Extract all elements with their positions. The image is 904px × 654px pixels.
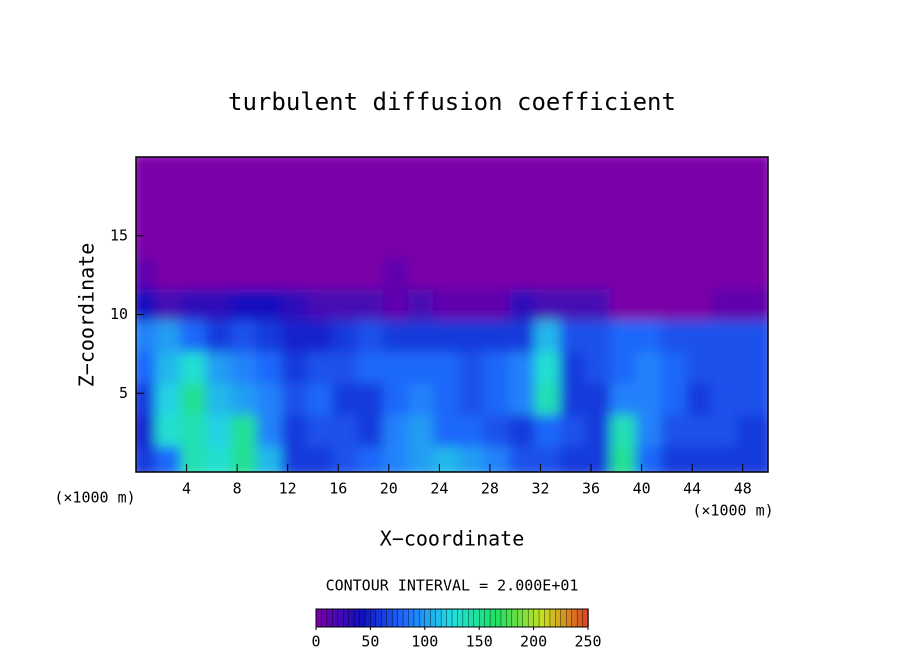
x-tick-label: 36 [582,480,600,498]
colorbar-tick-label: 150 [466,633,493,651]
y-tick-label: 15 [110,226,128,244]
colorbar-swatch [517,608,524,628]
x-tick-label: 40 [633,480,651,498]
colorbar-swatch [566,608,573,628]
colorbar-swatch [326,608,334,628]
colorbar-swatch [321,608,328,628]
field-cells [136,157,768,472]
y-tick-label: 5 [119,384,128,402]
colorbar-swatch [413,608,421,628]
colorbar-swatch [419,608,426,628]
x-tick-label: 8 [233,480,242,498]
colorbar-swatch [533,608,540,628]
colorbar-swatch [489,608,497,628]
colorbar-swatch [386,608,393,628]
colorbar-swatch [332,608,339,628]
colorbar-tick-label: 0 [311,633,320,651]
colorbar-swatch [555,608,562,628]
field [136,157,768,472]
colorbar-swatch [571,608,578,628]
colorbar-swatch [402,608,410,628]
colorbar-swatch [544,608,551,628]
colorbar-swatch [473,608,480,628]
y-axis-label: Z−coordinate [75,243,99,388]
colorbar-swatch [315,608,323,628]
colorbar-swatch [353,608,361,628]
y-tick-label: 10 [110,305,128,323]
colorbar-swatch [446,608,453,628]
x-tick-label: 48 [734,480,752,498]
colorbar-tick-label: 250 [574,633,601,651]
colorbar-swatch [500,608,508,628]
x-axis-label: X−coordinate [380,527,525,551]
colorbar-swatch [560,608,567,628]
colorbar-swatch [408,608,415,628]
colorbar-tick-label: 200 [520,633,547,651]
colorbar-swatch [549,608,557,628]
x-unit-label: (×1000 m) [692,502,773,520]
x-tick-label: 32 [531,480,549,498]
colorbar-swatch [484,608,491,628]
colorbar-swatch [430,608,437,628]
colorbar-swatch [359,608,366,628]
x-tick-label: 44 [683,480,701,498]
colorbar-swatch [424,608,431,628]
colorbar-swatch [397,608,404,628]
colorbar-tick-label: 50 [361,633,379,651]
x-tick-label: 28 [481,480,499,498]
field-cell [736,157,768,195]
colorbar-swatch [451,608,459,628]
colorbar-swatch [511,608,518,628]
x-tick-label: 12 [279,480,297,498]
colorbar-swatch [364,608,372,628]
colorbar-swatch [435,608,442,628]
colorbar-swatch [343,608,350,628]
colorbar-frame [315,608,589,628]
colorbar-swatch [495,608,502,628]
colorbar-swatch [576,608,584,628]
colorbar-swatch [381,608,388,628]
x-tick-label: 24 [430,480,448,498]
colorbar-swatch [440,608,448,628]
colorbar-swatch [527,608,535,628]
colorbar-swatch [348,608,355,628]
colorbar-swatch [522,608,529,628]
contour-note: CONTOUR INTERVAL = 2.000E+01 [326,577,579,595]
x-tick-label: 20 [380,480,398,498]
x-tick-label: 16 [329,480,347,498]
colorbar-swatch [375,608,382,628]
x-tick-label: 4 [182,480,191,498]
colorbar-tick-label: 100 [411,633,438,651]
colorbar-swatch [462,608,470,628]
y-unit-label: (×1000 m) [54,489,135,507]
colorbar-swatch [391,608,399,628]
colorbar-swatch [457,608,464,628]
colorbar-swatch [479,608,486,628]
colorbar-swatch [538,608,546,628]
colorbar-swatch [370,608,377,628]
colorbar-swatch [337,608,344,628]
colorbar-swatch [506,608,513,628]
chart-title: turbulent diffusion coefficient [228,88,676,116]
colorbar-swatch [468,608,475,628]
